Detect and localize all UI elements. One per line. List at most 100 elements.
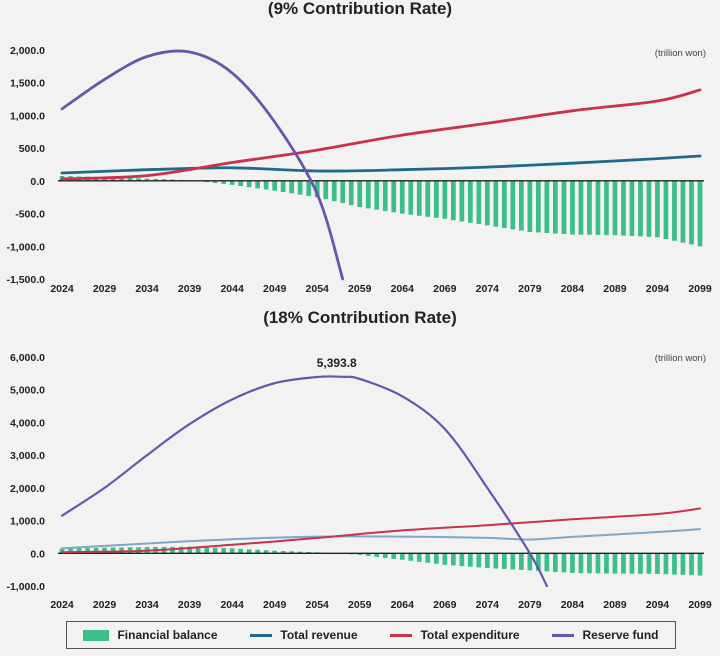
- balance-bar: [144, 178, 150, 181]
- x-tick-label: 2064: [391, 599, 415, 611]
- legend-item: Total expenditure: [390, 628, 520, 642]
- x-tick-label: 2039: [178, 283, 202, 295]
- balance-bar: [323, 180, 329, 200]
- balance-bar: [212, 547, 218, 554]
- x-tick-label: 2089: [603, 283, 627, 295]
- legend-swatch: [83, 629, 110, 641]
- balance-bar: [348, 180, 354, 206]
- balance-bar: [689, 180, 694, 245]
- balance-bar: [519, 553, 524, 570]
- balance-bar: [119, 177, 124, 181]
- balance-bar: [493, 180, 499, 227]
- balance-bar: [459, 553, 465, 567]
- balance-bar: [195, 547, 201, 554]
- balance-bar: [663, 553, 669, 575]
- x-tick-label: 2064: [391, 283, 415, 295]
- legend-item: Total revenue: [250, 628, 358, 642]
- balance-bar: [263, 180, 269, 190]
- balance-bar: [519, 180, 524, 231]
- balance-bar: [646, 553, 652, 574]
- y-tick-label: 1,500.0: [10, 78, 45, 90]
- balance-bar: [570, 553, 575, 573]
- balance-bar: [544, 180, 550, 233]
- y-tick-label: 1,000.0: [10, 516, 45, 528]
- balance-bar: [136, 178, 141, 181]
- balance-bar: [127, 178, 133, 181]
- reserve-line: [60, 375, 548, 588]
- x-tick-label: 2094: [646, 599, 670, 611]
- reserve-line: [60, 49, 345, 281]
- balance-bar: [408, 180, 414, 215]
- balance-bar: [680, 180, 686, 243]
- balance-bar: [527, 180, 533, 232]
- x-tick-label: 2094: [646, 283, 670, 295]
- charts-canvas: (9% Contribution Rate) (trillion won) 2,00…: [6, 0, 711, 611]
- balance-bar: [527, 553, 533, 571]
- balance-bar: [595, 180, 601, 235]
- balance-bar: [306, 180, 312, 196]
- balance-bar: [697, 553, 703, 576]
- x-tick-label: 2059: [348, 283, 372, 295]
- balance-bar: [536, 553, 541, 571]
- balance-bar: [161, 179, 167, 181]
- x-tick-label: 2039: [178, 599, 202, 611]
- balance-bar: [425, 180, 431, 217]
- y-tick-label: -1,000.0: [6, 581, 45, 593]
- y-tick-label: 5,000.0: [10, 385, 45, 397]
- balance-bar: [578, 180, 584, 235]
- balance-bar: [646, 180, 652, 237]
- balance-bar: [553, 180, 558, 234]
- legend-label: Reserve fund: [582, 628, 659, 642]
- balance-bar: [697, 180, 703, 247]
- balance-bar: [331, 180, 337, 202]
- balance-bar: [502, 553, 507, 569]
- balance-bar: [221, 180, 226, 184]
- balance-bar: [178, 546, 184, 554]
- balance-bar: [76, 548, 82, 554]
- balance-bar: [212, 180, 218, 183]
- balance-bar: [365, 553, 371, 556]
- balance-bar: [110, 547, 116, 554]
- balance-bar: [221, 548, 226, 554]
- balance-bar: [629, 553, 635, 574]
- chart-legend: Financial balance Total revenue Total expe…: [66, 621, 676, 649]
- balance-bar: [689, 553, 694, 576]
- balance-bar: [561, 180, 567, 234]
- revenue-line: [60, 154, 702, 175]
- balance-bar: [229, 180, 235, 185]
- y-tick-label: 4,000.0: [10, 417, 45, 429]
- x-tick-label: 2029: [93, 599, 117, 611]
- balance-bar: [68, 548, 73, 554]
- x-tick-label: 2044: [220, 283, 244, 295]
- balance-bar: [246, 180, 252, 188]
- balance-bar: [229, 548, 235, 554]
- balance-bar: [374, 553, 380, 557]
- balance-bar: [561, 553, 567, 573]
- balance-bar: [672, 180, 677, 241]
- balance-bar: [442, 553, 448, 565]
- balance-bar: [153, 178, 158, 181]
- balance-bar: [459, 180, 465, 222]
- balance-bar: [297, 180, 303, 195]
- x-tick-label: 2024: [50, 599, 74, 611]
- balance-bar: [272, 180, 277, 191]
- balance-bar: [612, 180, 618, 236]
- balance-bar: [280, 180, 286, 192]
- balance-bar: [434, 180, 439, 218]
- x-tick-label: 2069: [433, 599, 457, 611]
- balance-bar: [510, 553, 516, 570]
- balance-bar: [451, 180, 456, 221]
- chart-title: (9% Contribution Rate): [268, 0, 452, 18]
- balance-bar: [382, 553, 388, 558]
- balance-bar: [672, 553, 677, 575]
- x-tick-label: 2049: [263, 599, 287, 611]
- balance-bar: [238, 548, 243, 554]
- y-tick-label: 3,000.0: [10, 450, 45, 462]
- balance-bar: [621, 180, 626, 236]
- legend-label: Total expenditure: [420, 628, 520, 642]
- balance-bar: [204, 547, 209, 554]
- x-tick-label: 2074: [476, 599, 500, 611]
- balance-bar: [365, 180, 371, 209]
- y-tick-label: 2,000.0: [10, 45, 45, 57]
- balance-bar: [255, 180, 260, 189]
